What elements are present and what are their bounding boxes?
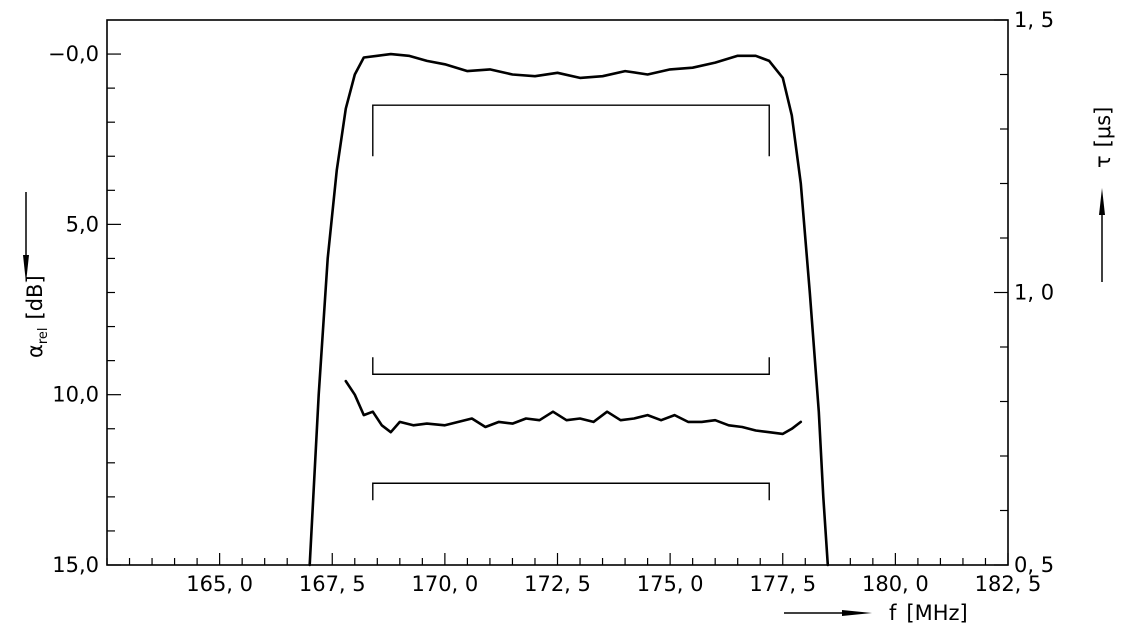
x-axis-title: f [MHz]: [889, 601, 968, 625]
x-tick-label: 175, 0: [637, 572, 704, 596]
left-axis-label: α: [23, 344, 47, 358]
series-group: [308, 52, 830, 567]
x-tick-label: 165, 0: [186, 572, 253, 596]
left-axis-title: αrel [dB]: [23, 275, 51, 358]
left-tick-label: −0,0: [48, 42, 99, 66]
tolerance-bracket-3: [372, 482, 770, 501]
right-axis-unit: [μs]: [1091, 107, 1115, 148]
left-axis-label-sub: rel: [36, 327, 51, 344]
left-tick-label: 5,0: [66, 212, 99, 236]
tolerance-bracket-2: [372, 357, 770, 375]
x-axis-unit: [MHz]: [906, 601, 967, 625]
tolerance-brackets: [372, 104, 770, 501]
right-axis-label: τ: [1091, 155, 1115, 168]
left-axis-arrow: [23, 192, 29, 283]
right-tick-label: 1, 0: [1014, 281, 1054, 305]
x-tick-label: 172, 5: [524, 572, 591, 596]
series-line-2: [344, 379, 803, 436]
x-axis-label: f: [889, 601, 897, 625]
left-tick-label: 10,0: [52, 383, 99, 407]
left-tick-label: 15,0: [52, 553, 99, 577]
x-tick-label: 182, 5: [975, 572, 1042, 596]
right-axis-title: τ [μs]: [1091, 107, 1115, 168]
x-tick-label: 170, 0: [411, 572, 478, 596]
left-axis-unit: [dB]: [23, 275, 47, 319]
right-tick-label: 0, 5: [1014, 553, 1054, 577]
svg-text:τ[μs]: τ [μs]: [1091, 107, 1115, 168]
right-tick-label: 1, 5: [1014, 8, 1054, 32]
x-axis-arrow: [784, 610, 872, 616]
tolerance-bracket-1: [372, 104, 770, 157]
series-line-1: [308, 52, 830, 567]
left-axis-ticks: −0,0 5,0 10,0 15,0: [48, 42, 121, 577]
x-axis-ticks: 165, 0 167, 5 170, 0 172, 5 175, 0 177, 5 180,…: [106, 553, 1042, 596]
right-axis-arrow: [1099, 188, 1105, 282]
svg-text:αrel[dB]: αrel [dB]: [23, 275, 51, 358]
x-tick-label: 177, 5: [749, 572, 816, 596]
x-tick-label: 167, 5: [299, 572, 366, 596]
right-axis-ticks: 0, 5 1, 0 1, 5: [994, 8, 1054, 577]
x-tick-label: 180, 0: [862, 572, 929, 596]
